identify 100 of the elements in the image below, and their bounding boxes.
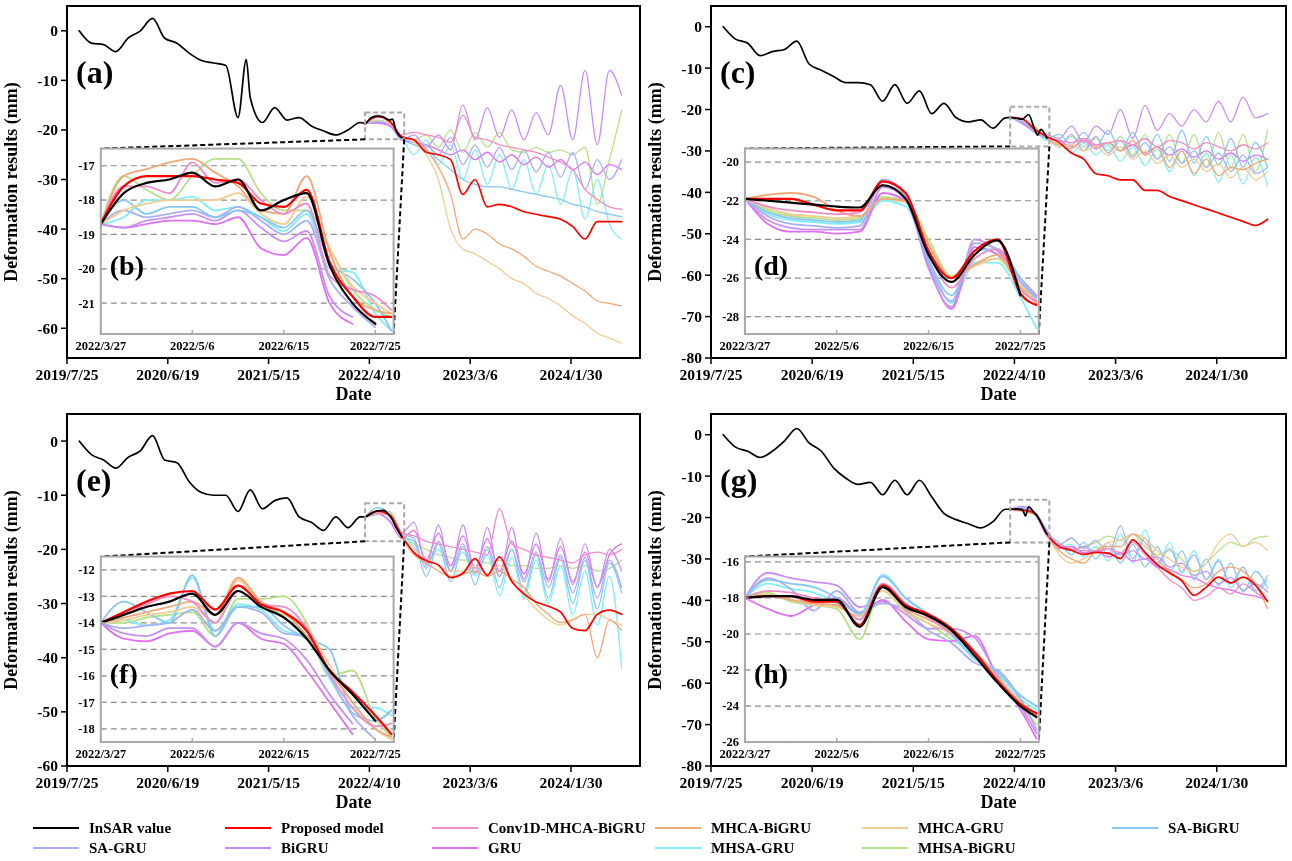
text: (f) xyxy=(109,657,138,689)
x-tick-label: 2022/7/25 xyxy=(995,747,1046,762)
x-tick-label: 2022/6/15 xyxy=(903,339,954,354)
y-tick-label: -60 xyxy=(681,266,703,284)
y-tick-label: -15 xyxy=(78,642,95,657)
y-tick-label: -20 xyxy=(78,262,95,277)
legend-label: MHSA-GRU xyxy=(711,840,795,857)
text: (h) xyxy=(753,657,789,689)
x-tick-label: 2022/7/25 xyxy=(995,339,1046,354)
y-tick-label: -60 xyxy=(37,319,59,337)
x-axis-title: Date xyxy=(980,792,1017,812)
y-tick-label: -17 xyxy=(78,159,95,174)
x-tick-label: 2020/6/19 xyxy=(136,366,200,383)
x-tick-label: 2023/3/6 xyxy=(442,366,498,383)
y-tick-label: -50 xyxy=(37,270,59,288)
x-tick-label: 2020/6/19 xyxy=(136,774,200,791)
y-tick-label: -20 xyxy=(681,100,703,118)
x-tick-label: 2022/4/10 xyxy=(337,366,402,383)
y-tick-label: -30 xyxy=(37,170,59,188)
y-tick-label: -14 xyxy=(78,616,96,631)
text: (b) xyxy=(109,249,145,281)
y-tick-label: -20 xyxy=(722,155,739,170)
x-tick-label: 2019/7/25 xyxy=(679,774,743,791)
y-tick-label: -24 xyxy=(722,699,740,714)
x-tick-label: 2021/5/15 xyxy=(881,366,945,383)
x-tick-label: 2022/4/10 xyxy=(983,774,1047,791)
y-tick-label: -70 xyxy=(681,308,703,326)
x-tick-label: 2023/3/6 xyxy=(442,774,498,791)
x-tick-label: 2022/3/27 xyxy=(719,339,771,354)
y-tick-label: -21 xyxy=(78,296,95,311)
x-tick-label: 2020/6/19 xyxy=(780,774,844,791)
x-tick-label: 2024/1/30 xyxy=(1185,366,1249,383)
x-tick-label: 2019/7/25 xyxy=(35,774,99,791)
y-tick-label: -26 xyxy=(722,735,739,750)
legend-label: MHCA-BiGRU xyxy=(711,820,812,837)
y-tick-label: -28 xyxy=(722,310,739,325)
x-tick-label: 2021/5/15 xyxy=(881,774,945,791)
x-tick-label: 2023/3/6 xyxy=(1088,774,1144,791)
x-tick-label: 2022/6/15 xyxy=(258,747,310,762)
y-tick-label: -12 xyxy=(78,563,95,578)
y-tick-label: -40 xyxy=(681,591,703,609)
x-axis-title: Date xyxy=(335,792,372,812)
x-tick-label: 2022/5/6 xyxy=(170,339,215,354)
y-tick-label: -40 xyxy=(681,183,703,201)
x-tick-label: 2022/6/15 xyxy=(903,747,954,762)
x-tick-label: 2022/6/15 xyxy=(258,339,310,354)
y-tick-label: -10 xyxy=(37,71,59,89)
y-tick-label: -16 xyxy=(722,555,739,570)
y-tick-label: -26 xyxy=(722,271,739,286)
y-tick-label: 0 xyxy=(694,18,703,36)
y-tick-label: -80 xyxy=(681,349,703,367)
y-axis-title: Deformation results (mm) xyxy=(1,490,22,690)
y-tick-label: -50 xyxy=(681,225,703,243)
x-axis-title: Date xyxy=(335,384,372,404)
legend-label: Proposed model xyxy=(281,820,384,837)
y-tick-label: -10 xyxy=(681,467,703,485)
y-tick-label: -18 xyxy=(78,722,95,737)
y-tick-label: -20 xyxy=(37,540,59,558)
x-tick-label: 2019/7/25 xyxy=(679,366,743,383)
text: (a) xyxy=(76,54,114,91)
legend-label: GRU xyxy=(488,840,522,857)
legend-label: MHCA-GRU xyxy=(918,820,1004,837)
y-tick-label: -50 xyxy=(37,703,59,721)
text: (g) xyxy=(720,462,758,499)
y-tick-label: -22 xyxy=(722,663,739,678)
y-tick-label: 0 xyxy=(694,426,703,444)
y-tick-label: -16 xyxy=(78,669,95,684)
y-tick-label: -24 xyxy=(722,232,740,247)
y-tick-label: -30 xyxy=(681,550,703,568)
y-tick-label: -22 xyxy=(722,194,739,209)
y-tick-label: 0 xyxy=(50,22,59,40)
y-tick-label: -30 xyxy=(37,594,59,612)
x-tick-label: 2019/7/25 xyxy=(35,366,99,383)
y-tick-label: -60 xyxy=(681,674,703,692)
x-tick-label: 2022/3/27 xyxy=(719,747,771,762)
legend-label: SA-BiGRU xyxy=(1168,820,1240,837)
y-tick-label: -19 xyxy=(78,227,95,242)
y-tick-label: -18 xyxy=(722,591,739,606)
y-axis-title: Deformation results (mm) xyxy=(645,490,666,690)
y-tick-label: -10 xyxy=(681,59,703,77)
text: (e) xyxy=(76,462,112,499)
x-tick-label: 2022/4/10 xyxy=(337,774,402,791)
y-tick-label: 0 xyxy=(50,432,59,450)
x-tick-label: 2022/4/10 xyxy=(983,366,1047,383)
y-tick-label: -10 xyxy=(37,486,59,504)
x-tick-label: 2022/5/6 xyxy=(814,747,859,762)
legend-label: MHSA-BiGRU xyxy=(918,840,1016,857)
y-tick-label: -20 xyxy=(37,121,59,139)
legend-label: InSAR value xyxy=(89,820,172,837)
y-axis-title: Deformation results (mm) xyxy=(645,82,666,282)
legend-label: SA-GRU xyxy=(89,840,147,857)
y-tick-label: -20 xyxy=(722,627,739,642)
legend-label: BiGRU xyxy=(281,840,329,857)
x-tick-label: 2022/3/27 xyxy=(75,747,127,762)
y-tick-label: -30 xyxy=(681,142,703,160)
y-tick-label: -13 xyxy=(78,589,95,604)
y-tick-label: -60 xyxy=(37,757,59,775)
legend-label: Conv1D-MHCA-BiGRU xyxy=(488,820,646,837)
x-tick-label: 2024/1/30 xyxy=(1185,774,1249,791)
x-tick-label: 2022/3/27 xyxy=(75,339,127,354)
